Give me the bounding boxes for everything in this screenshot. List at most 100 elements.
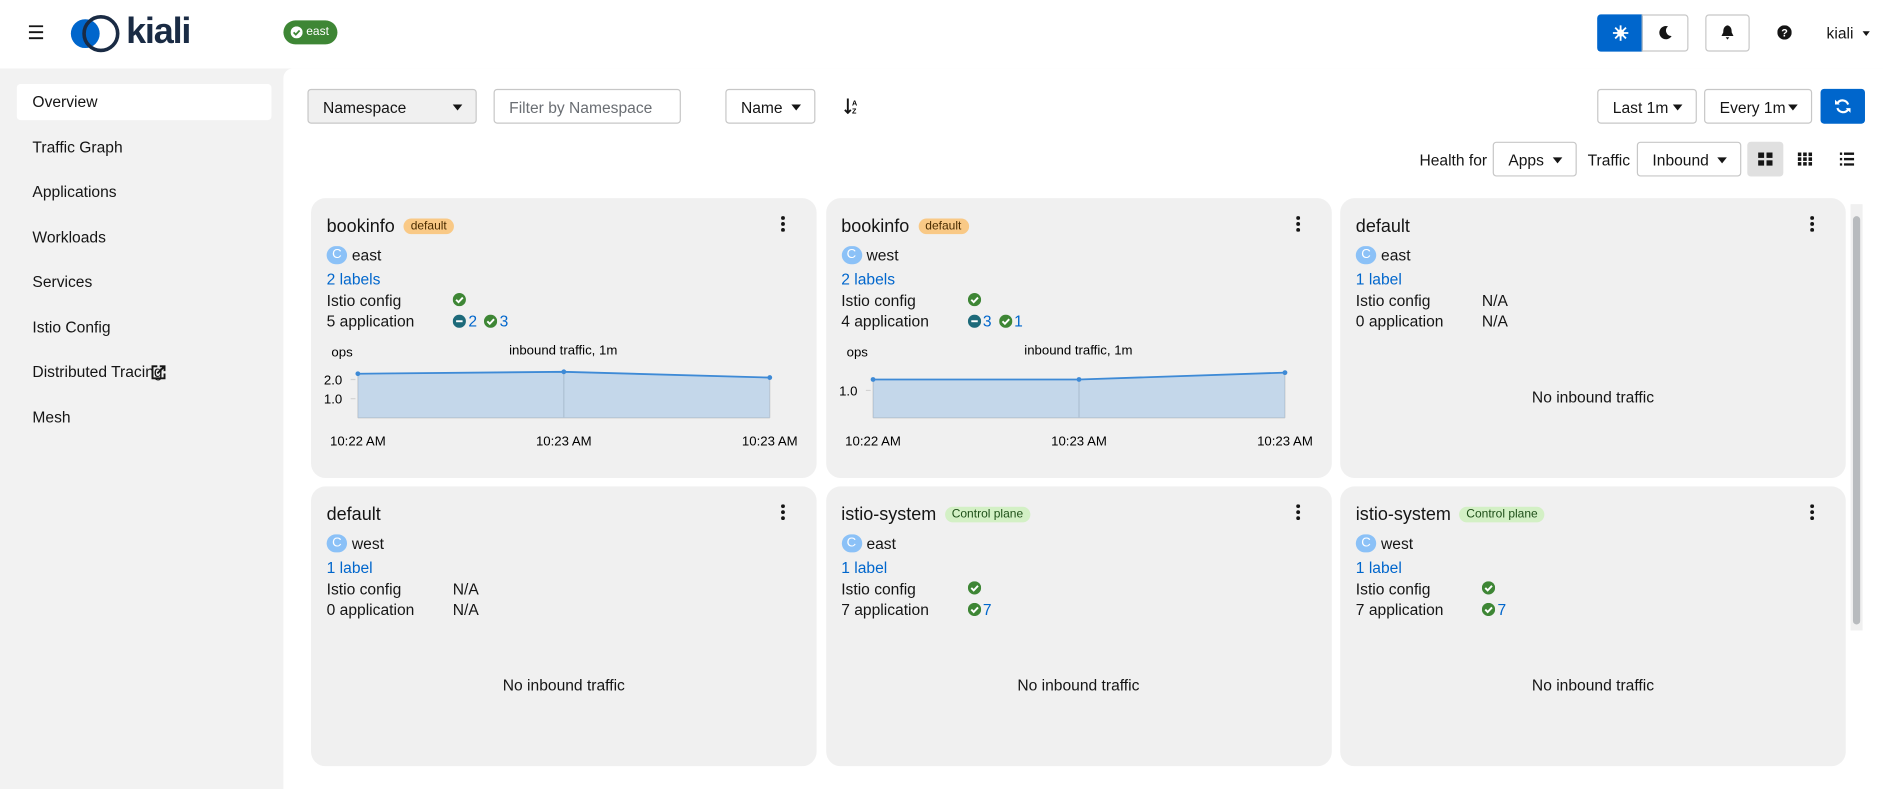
dot [1295,504,1300,509]
applications-label: 7 application [841,600,929,619]
nav-item[interactable]: Distributed Tracing [17,354,272,390]
filter-type[interactable]: Namespace [307,88,477,124]
scrollbar-thumb[interactable] [1852,216,1861,625]
cluster-name: west [1381,534,1414,553]
logo-icon [70,15,120,53]
menu-toggle[interactable] [28,25,44,40]
traffic-select[interactable]: Inbound [1636,141,1742,177]
nav-item[interactable]: Workloads [17,219,272,255]
nav-item[interactable]: Services [17,264,272,300]
sort-field[interactable]: Name [725,88,816,124]
healthy-icon [998,314,1012,328]
dot [1295,510,1300,515]
time-range[interactable]: Last 1m [1597,88,1697,124]
card-title: default [1355,216,1410,237]
refresh-interval[interactable]: Every 1m [1704,88,1813,124]
sort-field-text: Name [740,98,783,117]
app-count[interactable]: 7 [982,600,992,619]
applications-label: 5 application [326,312,415,331]
dot [1810,510,1815,515]
nav-item[interactable]: Mesh [17,399,272,435]
card-kebab[interactable] [1810,504,1815,520]
light-mode[interactable] [1597,14,1643,52]
app-count[interactable]: 2 [468,312,478,331]
y-tick-label: 2.0 [324,372,342,387]
icon-check [969,585,979,592]
traffic-point [355,371,361,377]
cluster-icon: C [326,534,348,553]
dark-mode[interactable] [1641,14,1689,52]
app-count[interactable]: 1 [1014,312,1023,331]
icon-bg [1481,602,1496,617]
traffic-chart: ops inbound traffic, 1m 2.0 1.0 10:22 AM 10:2… [324,342,798,449]
card-kebab[interactable] [1810,216,1815,232]
istio-config-label: Istio config [1355,580,1431,599]
healthy-icon [967,293,981,307]
nav-item[interactable]: Overview [16,84,272,121]
view-large[interactable] [1747,141,1784,177]
dot [1810,228,1815,232]
icon-check [969,296,979,304]
user-caret [1862,31,1870,37]
y-axis-label: ops [846,345,868,360]
app-count[interactable]: 3 [499,312,509,331]
dot [1810,504,1815,509]
health-select[interactable]: Apps [1492,141,1577,177]
cluster-icon: C [326,246,348,265]
nav-label: Workloads [32,227,106,246]
view-compact[interactable] [1797,152,1813,166]
view-list[interactable] [1839,152,1855,166]
labels-link[interactable]: 1 label [841,558,888,577]
refresh-button[interactable] [1820,88,1865,124]
traffic-point [767,375,773,380]
no-traffic: No inbound traffic [502,676,625,695]
help[interactable]: ? [1777,25,1792,40]
notifications[interactable] [1705,14,1750,52]
app-count[interactable]: 3 [982,312,992,331]
icon-check [969,606,979,614]
dot [781,216,785,220]
dot [781,504,785,509]
labels-link[interactable]: 2 labels [326,270,381,289]
brand: kiali [126,12,191,52]
card-kebab[interactable] [781,216,786,232]
cluster-name: east [1381,246,1411,265]
icon-bg [967,581,981,595]
labels-link[interactable]: 1 label [1355,558,1402,577]
dot [781,516,785,520]
cluster-icon: C [841,534,862,553]
istio-config-value: N/A [452,580,479,599]
nav-label: Applications [32,182,117,201]
x-tick-label: 10:22 AM [330,434,386,449]
card-title: default [326,504,381,525]
card-kebab[interactable] [781,504,786,520]
nav-item[interactable]: Istio Config [17,309,272,345]
labels-link[interactable]: 1 label [326,558,373,577]
cluster-name: east [866,534,896,553]
labels-link[interactable]: 2 labels [841,270,896,289]
card-kebab[interactable] [1295,216,1300,232]
istio-config-label: Istio config [326,580,402,599]
user-menu[interactable]: kiali [1826,24,1854,43]
dot [1295,228,1300,232]
healthy-icon [967,581,981,595]
degraded-icon [967,314,981,328]
y-axis-label: ops [331,345,353,360]
card-kebab[interactable] [1295,504,1300,520]
healthy-icon [452,293,466,307]
nav-item[interactable]: Applications [17,174,272,210]
icon-check [486,318,495,326]
app-count[interactable]: 7 [1497,600,1507,619]
chart-title: inbound traffic, 1m [509,342,617,357]
icon-bg [967,602,981,617]
icon-check [455,296,464,304]
card-title: bookinfo [841,216,910,237]
labels-link[interactable]: 1 label [1355,270,1402,289]
refresh-interval-text: Every 1m [1719,98,1786,117]
sort-direction[interactable]: AZ [844,98,858,115]
traffic-select-text: Inbound [1652,151,1709,170]
filter-input[interactable]: Filter by Namespace [493,88,681,124]
nav-item[interactable]: Traffic Graph [17,129,272,165]
